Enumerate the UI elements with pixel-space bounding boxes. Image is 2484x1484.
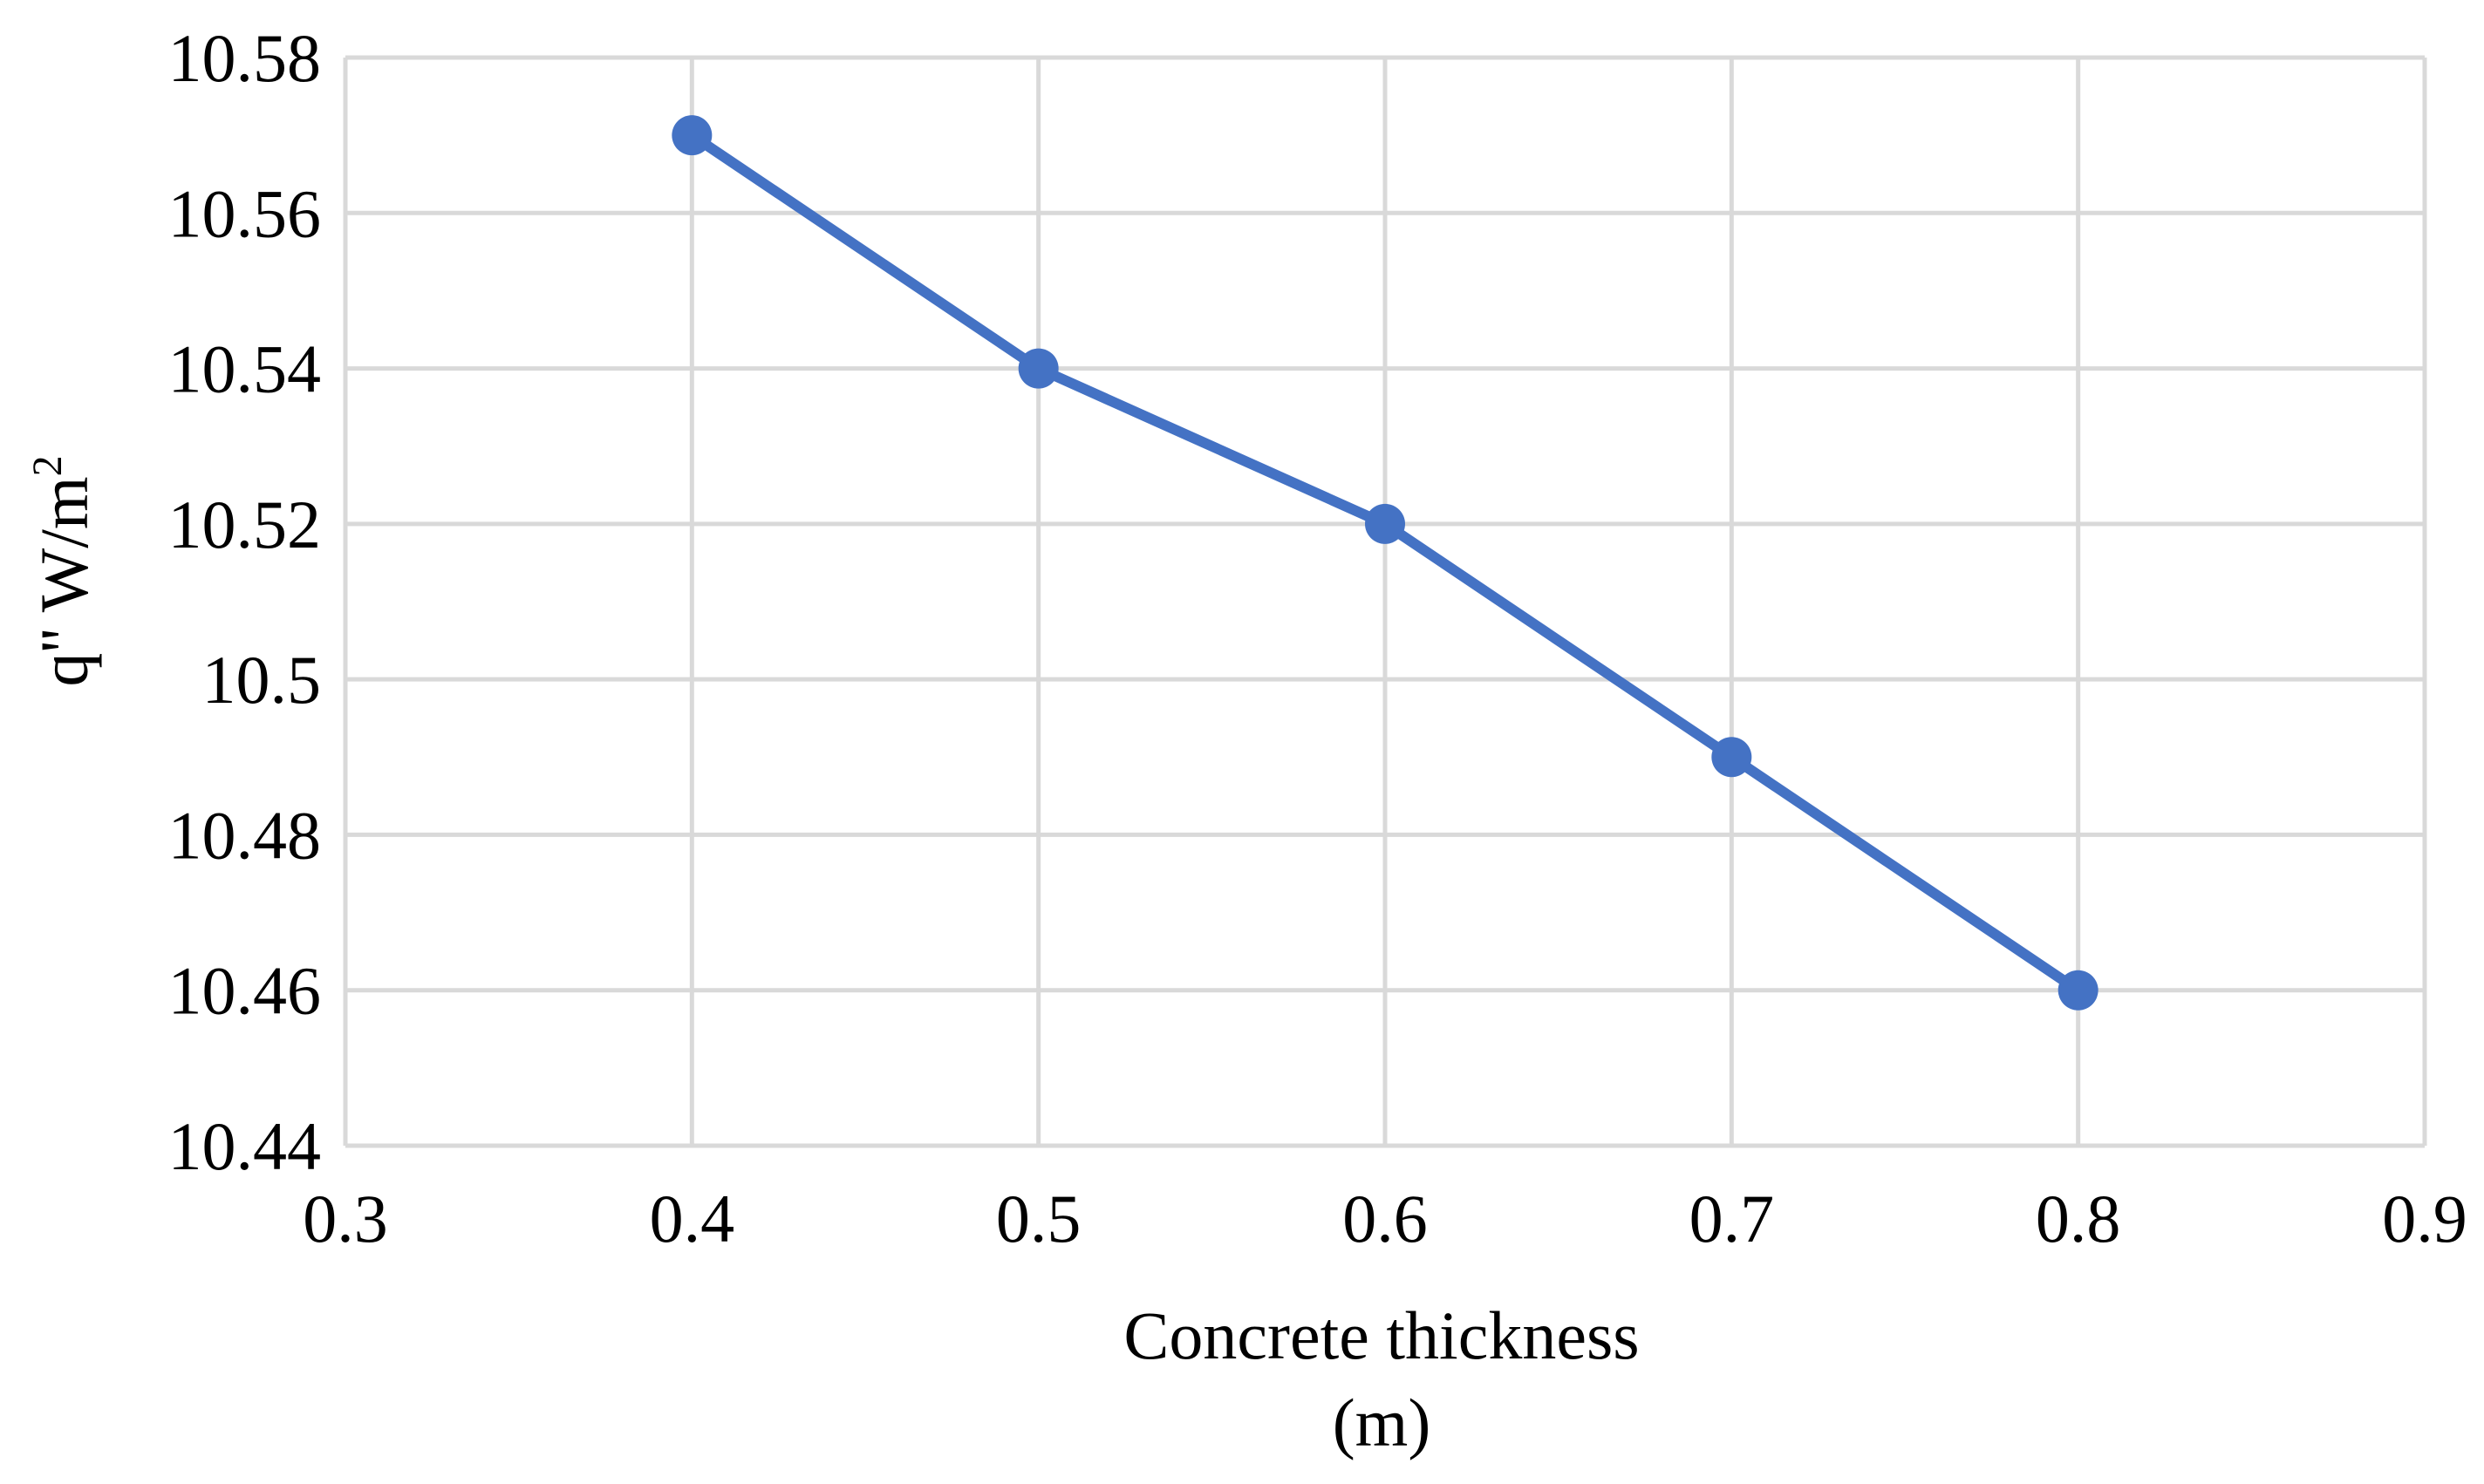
series-heat-flux — [672, 115, 2098, 1011]
x-tick-label: 0.6 — [1342, 1181, 1428, 1256]
y-tick-label: 10.5 — [202, 642, 322, 718]
data-point — [1018, 348, 1059, 389]
y-tick-label: 10.44 — [168, 1108, 322, 1184]
y-tick-label: 10.58 — [168, 20, 322, 96]
x-tick-label: 0.3 — [303, 1181, 388, 1256]
y-axis-title-main: q'' W/m — [26, 476, 102, 686]
y-axis-title-superscript: 2 — [24, 455, 71, 476]
x-tick-label: 0.4 — [650, 1181, 735, 1256]
y-tick-label: 10.54 — [168, 331, 322, 407]
y-axis-ticks: 10.44 10.46 10.48 10.5 10.52 10.54 10.56 10.58 — [168, 20, 322, 1184]
x-tick-label: 0.8 — [2036, 1181, 2121, 1256]
y-tick-label: 10.52 — [168, 487, 322, 562]
x-axis-ticks: 0.3 0.4 0.5 0.6 0.7 0.8 0.9 — [303, 1181, 2467, 1256]
data-point — [2057, 970, 2098, 1011]
data-point — [672, 115, 713, 156]
x-tick-label: 0.7 — [1689, 1181, 1775, 1256]
y-tick-label: 10.56 — [168, 175, 322, 251]
x-tick-label: 0.9 — [2382, 1181, 2467, 1256]
x-axis-title: Concrete thickness — [1123, 1297, 1639, 1373]
data-point — [1365, 503, 1405, 544]
x-tick-label: 0.5 — [996, 1181, 1082, 1256]
y-tick-label: 10.46 — [168, 953, 322, 1029]
y-tick-label: 10.48 — [168, 797, 322, 873]
grid — [343, 55, 2427, 1148]
x-axis-title-unit: (m) — [1333, 1385, 1431, 1460]
data-point — [1711, 737, 1752, 778]
y-axis-title: q'' W/m2 — [24, 455, 102, 686]
y-axis-title-group: q'' W/m2 — [24, 455, 102, 686]
